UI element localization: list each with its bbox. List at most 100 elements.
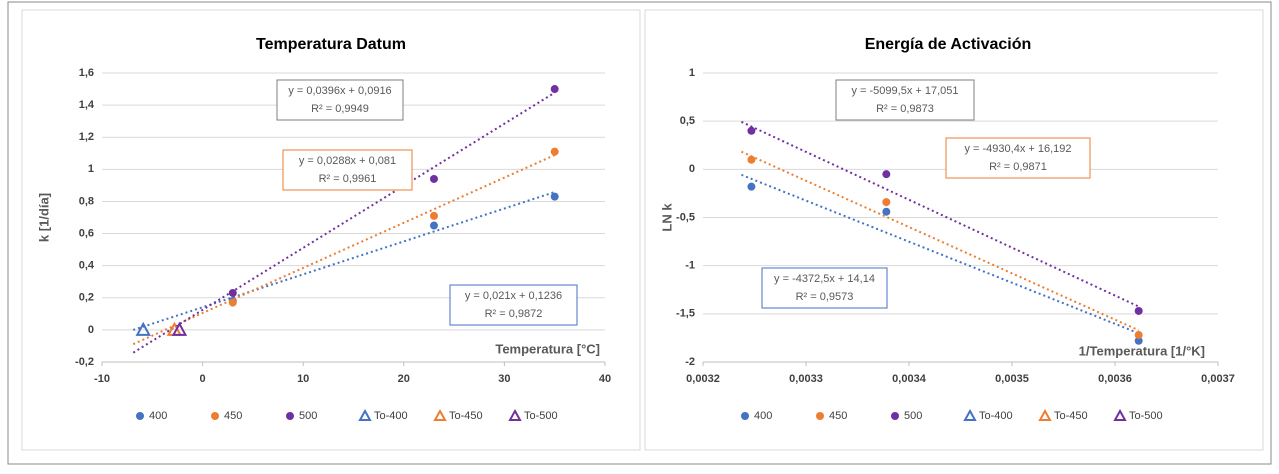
equation-box [945, 137, 1091, 179]
r-squared: R² = 0,9949 [311, 103, 369, 115]
legend-marker [891, 412, 899, 420]
legend-marker [286, 412, 294, 420]
y-tick-label: 1 [88, 163, 94, 175]
chart-title: Temperatura Datum [256, 36, 406, 53]
legend-label: 400 [754, 410, 772, 422]
y-tick-label: 1,4 [79, 99, 95, 111]
legend-marker [433, 408, 447, 421]
point [747, 182, 756, 191]
x-tick-label: 0,0033 [789, 373, 823, 385]
chart-panel [21, 9, 641, 451]
point [747, 126, 756, 135]
legend-label: 500 [904, 410, 922, 422]
legend-marker [211, 412, 219, 420]
legend-marker [741, 412, 749, 420]
y-tick-label: -0,5 [676, 211, 695, 223]
x-tick-label: 20 [398, 373, 410, 385]
point [135, 321, 151, 336]
r-squared: R² = 0,9961 [319, 173, 377, 185]
x-tick-label: 0,0035 [995, 373, 1029, 385]
legend-marker [1038, 408, 1052, 421]
x-tick-label: 0,0036 [1098, 373, 1132, 385]
trendline [132, 154, 556, 346]
point [228, 288, 237, 297]
legend-label: 500 [299, 410, 317, 422]
point [882, 207, 891, 216]
y-tick-label: 0 [88, 324, 94, 336]
legend-label: 450 [224, 410, 242, 422]
equation: y = -5099,5x + 17,051 [851, 85, 958, 97]
legend-marker [963, 408, 977, 421]
point [1134, 331, 1143, 340]
x-axis-label: Temperatura [°C] [495, 341, 600, 356]
point [550, 147, 559, 156]
point [429, 211, 438, 220]
x-tick-label: 0 [200, 373, 206, 385]
legend-marker [358, 408, 372, 421]
y-tick-label: 1,6 [79, 67, 94, 79]
r-squared: R² = 0,9872 [485, 308, 543, 320]
legend-label: 450 [829, 410, 847, 422]
y-tick-label: 0,8 [79, 195, 94, 207]
point [1134, 336, 1143, 345]
legend-label: To-500 [1129, 410, 1163, 422]
equation: y = 0,021x + 0,1236 [465, 290, 562, 302]
trendline [740, 120, 1140, 308]
legend-label: To-400 [979, 410, 1013, 422]
equation: y = -4930,4x + 16,192 [964, 143, 1071, 155]
legend-label: 400 [149, 410, 167, 422]
y-tick-label: -1,5 [676, 308, 695, 320]
point [429, 174, 438, 183]
equation: y = -4372,5x + 14,14 [774, 273, 875, 285]
y-tick-label: 0,5 [680, 115, 695, 127]
point [882, 198, 891, 207]
equation-box [761, 267, 888, 309]
equation: y = 0,0396x + 0,0916 [288, 85, 391, 97]
point [882, 170, 891, 179]
equation: y = 0,0288x + 0,081 [299, 155, 396, 167]
x-tick-label: -10 [94, 373, 110, 385]
equation-box [449, 284, 578, 326]
x-axis-label: 1/Temperatura [1/°K] [1079, 343, 1205, 358]
legend-marker [1113, 408, 1127, 421]
r-squared: R² = 0,9573 [796, 291, 854, 303]
point [228, 298, 237, 307]
x-tick-label: 0,0037 [1201, 373, 1235, 385]
y-tick-label: 0 [689, 163, 695, 175]
legend-label: To-400 [374, 410, 408, 422]
y-tick-label: 0,6 [79, 227, 94, 239]
point [550, 192, 559, 201]
point [550, 85, 559, 94]
legend-label: To-500 [524, 410, 558, 422]
chart-title: Energía de Activación [865, 36, 1032, 53]
r-squared: R² = 0,9871 [989, 161, 1047, 173]
trendline [741, 173, 1140, 335]
x-tick-label: 40 [599, 373, 611, 385]
legend-label: To-450 [449, 410, 483, 422]
y-tick-label: 0,4 [79, 260, 95, 272]
y-tick-label: 1 [689, 67, 695, 79]
equation-box [835, 79, 975, 121]
r-squared: R² = 0,9873 [876, 103, 934, 115]
trendline [132, 191, 556, 331]
y-tick-label: -0,2 [75, 356, 94, 368]
y-tick-label: 1,2 [79, 131, 94, 143]
legend-marker [136, 412, 144, 420]
y-tick-label: 0,2 [79, 292, 94, 304]
point [747, 155, 756, 164]
x-tick-label: 0,0034 [892, 373, 927, 385]
equation-box [276, 79, 404, 121]
x-tick-label: 30 [498, 373, 510, 385]
legend-label: To-450 [1054, 410, 1088, 422]
chart-panel [644, 9, 1264, 451]
x-tick-label: 0,0032 [686, 373, 720, 385]
y-tick-label: -2 [685, 356, 695, 368]
point [171, 321, 188, 336]
x-tick-label: 10 [297, 373, 309, 385]
point [1134, 306, 1143, 315]
legend-marker [816, 412, 824, 420]
y-axis-label: k [1/día] [36, 193, 51, 242]
legend-marker [508, 408, 522, 421]
equation-box [282, 149, 413, 191]
